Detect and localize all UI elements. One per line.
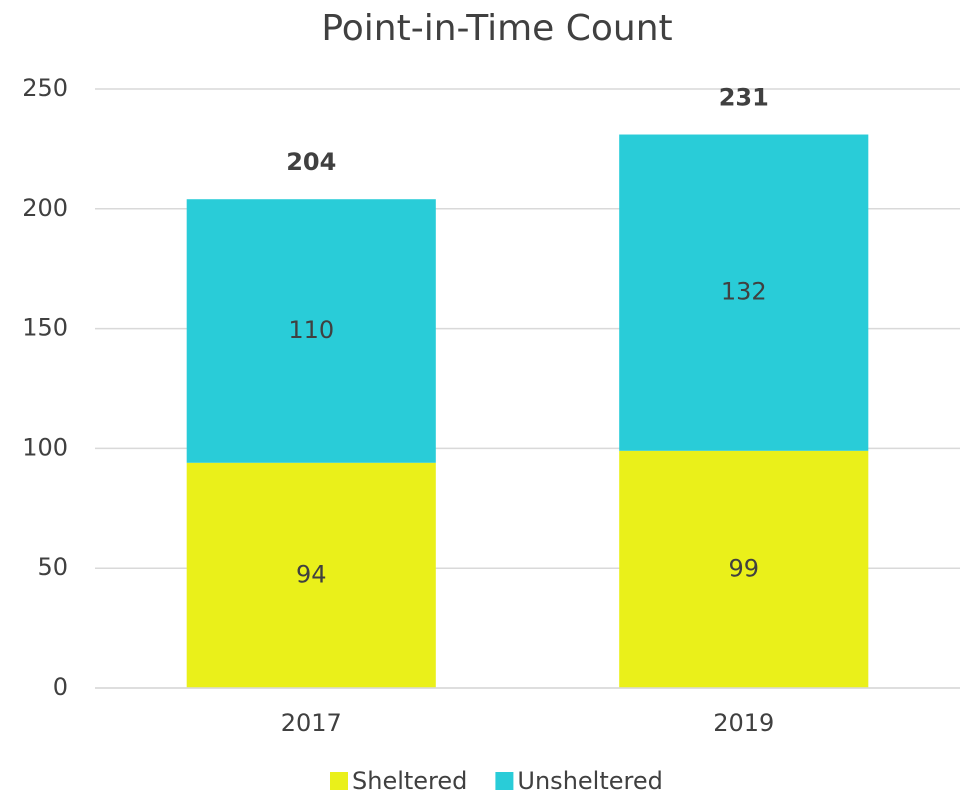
y-tick-label: 50 <box>37 553 68 581</box>
y-tick-label: 0 <box>53 673 68 701</box>
legend-label: Sheltered <box>352 767 467 795</box>
data-label: 132 <box>721 278 767 306</box>
bar-segment <box>619 134 869 451</box>
x-tick-label: 2019 <box>713 709 774 737</box>
y-tick-label: 200 <box>22 194 68 222</box>
y-tick-label: 150 <box>22 314 68 342</box>
bar-segment <box>619 450 869 688</box>
data-label: 110 <box>288 316 334 344</box>
data-label: 94 <box>296 560 327 588</box>
bar-segment <box>186 199 436 463</box>
y-tick-label: 100 <box>22 433 68 461</box>
legend-swatch <box>330 772 348 790</box>
legend-swatch <box>495 772 514 790</box>
legend-label: Unsheltered <box>517 767 662 795</box>
x-tick-label: 2017 <box>281 709 342 737</box>
data-label: 99 <box>728 554 759 582</box>
chart-title: Point-in-Time Count <box>321 8 672 49</box>
total-label: 231 <box>719 84 769 112</box>
y-tick-label: 250 <box>22 74 68 102</box>
total-label: 204 <box>286 148 336 176</box>
bar-segment <box>186 462 436 688</box>
